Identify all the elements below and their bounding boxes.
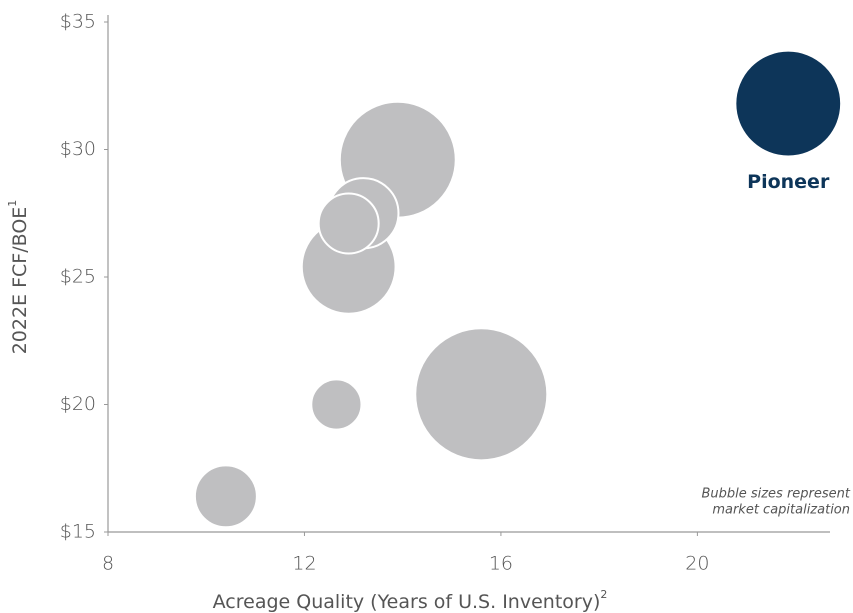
y-tick-label: $15 <box>60 521 96 543</box>
bubble <box>734 49 843 158</box>
bubble <box>310 378 363 431</box>
x-tick-label: 8 <box>102 553 114 575</box>
x-tick-label: 20 <box>685 553 709 575</box>
bubble <box>193 464 258 529</box>
y-tick-label: $35 <box>60 11 96 33</box>
annotation: Bubble sizes represent <box>701 487 850 502</box>
x-axis-label: Acreage Quality (Years of U.S. Inventory… <box>213 588 608 613</box>
x-tick-label: 16 <box>489 553 513 575</box>
y-tick-label: $30 <box>60 138 96 160</box>
annotation: market capitalization <box>712 503 850 518</box>
bubble <box>414 327 549 462</box>
bubble-label: Pioneer <box>747 171 830 193</box>
y-tick-label: $20 <box>60 393 96 415</box>
bubble <box>317 192 380 255</box>
y-tick-label: $25 <box>60 266 96 288</box>
x-tick-label: 12 <box>292 553 316 575</box>
y-axis-label: 2022E FCF/BOE1 <box>6 200 31 355</box>
